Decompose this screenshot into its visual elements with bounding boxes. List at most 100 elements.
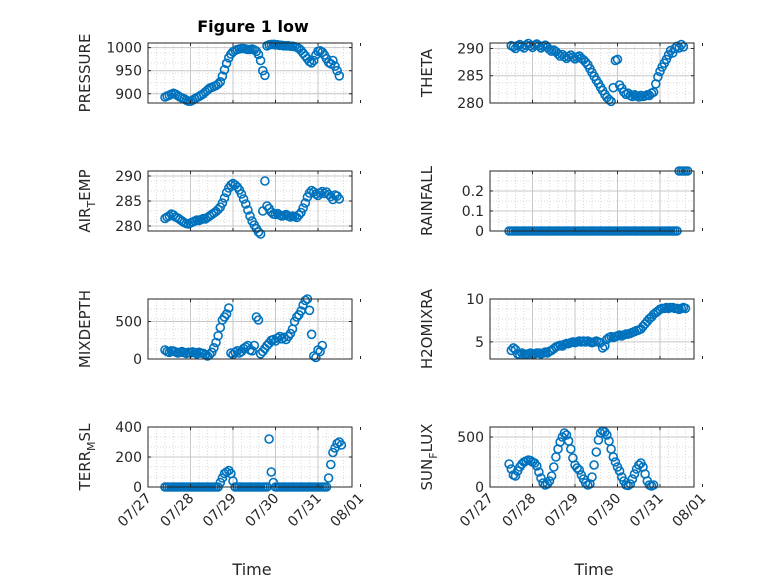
data-point — [531, 461, 542, 471]
y-tick-label: 0.1 — [462, 204, 484, 220]
data-point — [604, 94, 614, 105]
y-tick-label: 500 — [457, 430, 484, 446]
data-point — [232, 345, 243, 356]
data-point — [589, 460, 599, 470]
data-point — [680, 303, 691, 314]
data-point — [633, 92, 644, 102]
data-point — [676, 39, 687, 50]
data-point — [602, 430, 612, 440]
y-axis-label: H2OMIXRA — [418, 288, 436, 369]
subplot-theta: 280 285 290 THETA — [418, 38, 703, 112]
y-axis-label-suffix: SL — [76, 423, 94, 442]
data-point — [277, 333, 287, 344]
data-point — [317, 340, 328, 351]
y-axis-label-main: PRESSURE — [76, 34, 94, 113]
data-point — [260, 70, 270, 81]
data-point — [315, 346, 325, 357]
data-point — [217, 198, 228, 208]
y-axis-label-main: AIR — [76, 208, 94, 233]
data-point — [325, 459, 336, 470]
x-tick-label: 07/28 — [157, 491, 197, 531]
y-axis-label: RAINFALL — [418, 165, 436, 236]
data-point — [306, 329, 317, 340]
y-tick-label: 285 — [115, 194, 142, 210]
data-point — [253, 315, 264, 325]
y-tick-label: 900 — [115, 87, 142, 103]
subplot-rainfall: 0 0.1 0.2 RAINFALL — [418, 165, 703, 240]
data-point — [595, 428, 606, 438]
data-point — [672, 41, 682, 52]
x-tick-label: 07/27 — [457, 491, 497, 531]
data-series-theta — [506, 38, 689, 107]
data-point — [285, 328, 296, 339]
data-point — [213, 330, 223, 341]
data-point — [304, 188, 315, 198]
y-tick-label: 500 — [115, 315, 142, 331]
data-point — [207, 347, 217, 358]
y-tick-label: 285 — [457, 69, 484, 85]
figure-title: Figure 1 low — [197, 17, 309, 36]
y-tick-label: 1000 — [106, 41, 142, 57]
axes-box — [147, 42, 353, 104]
data-point — [510, 471, 521, 481]
subplot-terrain-msl: 0 200 400 TERRMSL 07/27 07/28 07/29 07/30 07/31 0… — [76, 420, 367, 530]
data-point — [260, 176, 270, 186]
data-point — [328, 447, 338, 458]
data-series-h2o-mixing-ratio — [506, 302, 691, 360]
axes-box — [489, 42, 695, 104]
y-axis-label-main: MIXDEPTH — [76, 290, 94, 368]
data-point — [504, 459, 514, 469]
data-point — [648, 480, 659, 490]
y-tick-label: 280 — [115, 219, 142, 235]
data-point — [323, 473, 334, 483]
data-point — [255, 55, 266, 66]
y-axis-label: PRESSURE — [76, 34, 94, 113]
data-point — [296, 207, 306, 218]
y-axis-label-main: TERR — [76, 451, 94, 492]
data-point — [300, 295, 311, 306]
y-axis-label-subscript: F — [427, 452, 440, 458]
data-point — [597, 343, 608, 353]
data-point — [332, 438, 342, 449]
y-tick-label: 290 — [457, 41, 484, 57]
subplot-pressure: 900 950 1000 PRESSURE — [76, 34, 361, 113]
y-tick-label: 0 — [133, 352, 142, 368]
y-tick-label: 0 — [133, 480, 142, 496]
data-point — [243, 205, 253, 215]
data-series-pressure — [160, 39, 345, 106]
x-tick-label: 07/28 — [499, 491, 539, 531]
data-point — [606, 96, 616, 107]
data-point — [308, 55, 319, 66]
data-point — [215, 77, 226, 87]
x-tick-label: 08/01 — [669, 491, 709, 531]
data-series-air-temp — [160, 176, 345, 239]
data-point — [334, 194, 345, 204]
data-point — [249, 340, 260, 351]
axes-box — [489, 426, 695, 488]
data-point — [255, 229, 266, 239]
data-point — [332, 65, 342, 76]
data-point — [221, 58, 232, 69]
data-point — [304, 305, 315, 316]
data-point — [236, 189, 247, 199]
y-axis-label: MIXDEPTH — [76, 290, 94, 368]
data-point — [506, 464, 517, 474]
axes-box — [489, 298, 695, 360]
x-tick-label: 07/31 — [627, 491, 667, 531]
y-axis-label-subscript: T — [85, 201, 98, 209]
data-point — [559, 428, 570, 438]
x-tick-label: 07/27 — [115, 491, 155, 531]
y-axis-label-main: RAINFALL — [418, 165, 436, 236]
data-point — [623, 480, 633, 491]
x-tick-label: 07/31 — [285, 491, 325, 531]
data-point — [226, 180, 236, 190]
y-tick-label: 200 — [115, 450, 142, 466]
data-point — [587, 472, 597, 482]
x-tick-label: 07/30 — [242, 491, 282, 531]
data-point — [241, 199, 251, 209]
y-tick-label: 0 — [475, 224, 484, 240]
data-point — [580, 57, 591, 67]
x-tick-label: 07/29 — [200, 491, 240, 531]
x-tick-label: 08/01 — [327, 491, 367, 531]
y-axis-label-suffix: LUX — [418, 424, 436, 453]
